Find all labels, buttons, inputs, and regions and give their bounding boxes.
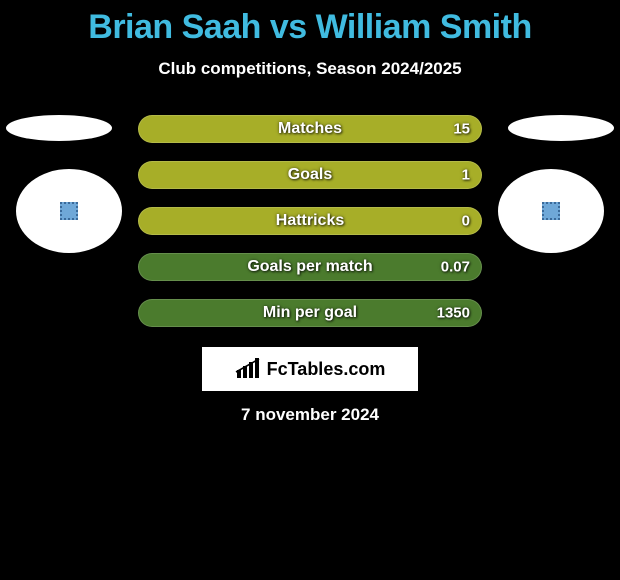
stat-bar: Min per goal 1350 <box>138 299 482 327</box>
player-left-flag <box>6 115 112 141</box>
page-title: Brian Saah vs William Smith <box>0 0 620 47</box>
comparison-content: Matches 15 Goals 1 Hattricks 0 Goals per match… <box>0 115 620 425</box>
page-subtitle: Club competitions, Season 2024/2025 <box>0 59 620 79</box>
stat-bar-label: Hattricks <box>276 212 344 230</box>
stat-bar: Matches 15 <box>138 115 482 143</box>
stat-bar: Goals 1 <box>138 161 482 189</box>
player-right-avatar <box>498 169 604 253</box>
brand-text: FcTables.com <box>267 359 386 380</box>
stat-bar-label: Matches <box>278 120 342 138</box>
stat-bar-value: 0.07 <box>441 259 470 276</box>
player-right-flag <box>508 115 614 141</box>
footer-date: 7 november 2024 <box>0 405 620 425</box>
player-left-avatar <box>16 169 122 253</box>
stat-bar-label: Min per goal <box>263 304 357 322</box>
stat-bar: Hattricks 0 <box>138 207 482 235</box>
stat-bar-value: 0 <box>462 213 470 230</box>
stat-bar-value: 1350 <box>437 305 470 322</box>
stat-bar: Goals per match 0.07 <box>138 253 482 281</box>
stat-bar-label: Goals <box>288 166 332 184</box>
stat-bar-value: 1 <box>462 167 470 184</box>
bar-chart-icon <box>235 358 261 380</box>
stat-bars: Matches 15 Goals 1 Hattricks 0 Goals per match… <box>138 115 482 327</box>
stat-bar-label: Goals per match <box>247 258 372 276</box>
stat-bar-value: 15 <box>453 121 470 138</box>
brand-box: FcTables.com <box>202 347 418 391</box>
